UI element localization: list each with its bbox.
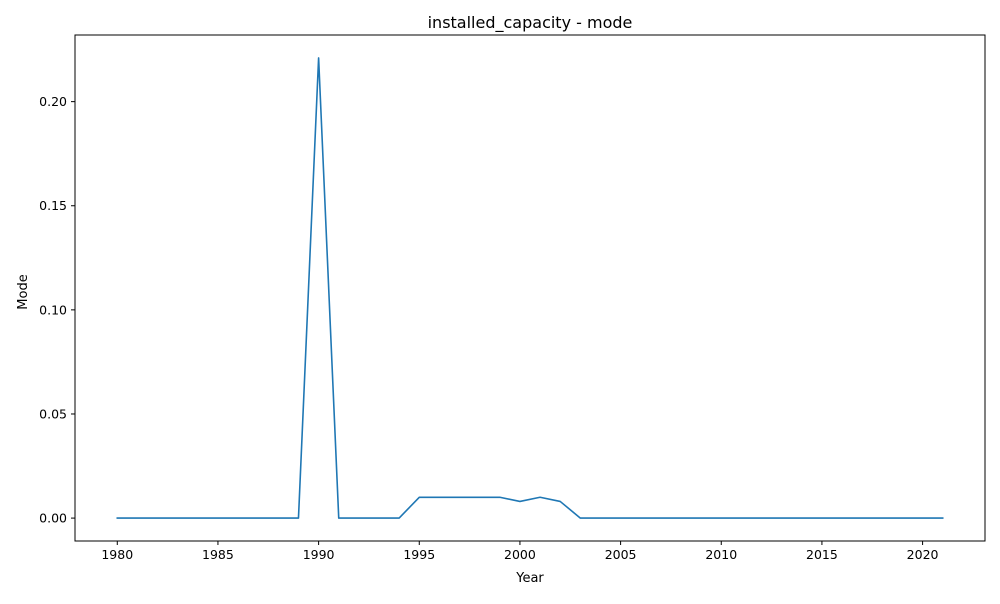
x-tick-label: 2005 xyxy=(605,547,637,562)
x-tick-label: 2010 xyxy=(705,547,737,562)
chart-title: installed_capacity - mode xyxy=(428,13,633,33)
x-tick-label: 1995 xyxy=(403,547,435,562)
y-tick-label: 0.20 xyxy=(39,94,67,109)
x-axis-label: Year xyxy=(515,571,544,586)
x-tick-label: 1990 xyxy=(303,547,335,562)
y-tick-label: 0.10 xyxy=(39,302,67,317)
y-tick-label: 0.05 xyxy=(39,406,67,421)
y-tick-label: 0.00 xyxy=(39,511,67,526)
x-tick-label: 2020 xyxy=(907,547,939,562)
x-tick-label: 1980 xyxy=(101,547,133,562)
x-tick-label: 1985 xyxy=(202,547,234,562)
x-tick-label: 2000 xyxy=(504,547,536,562)
y-axis-label: Mode xyxy=(16,274,31,309)
x-tick-label: 2015 xyxy=(806,547,838,562)
y-tick-label: 0.15 xyxy=(39,198,67,213)
